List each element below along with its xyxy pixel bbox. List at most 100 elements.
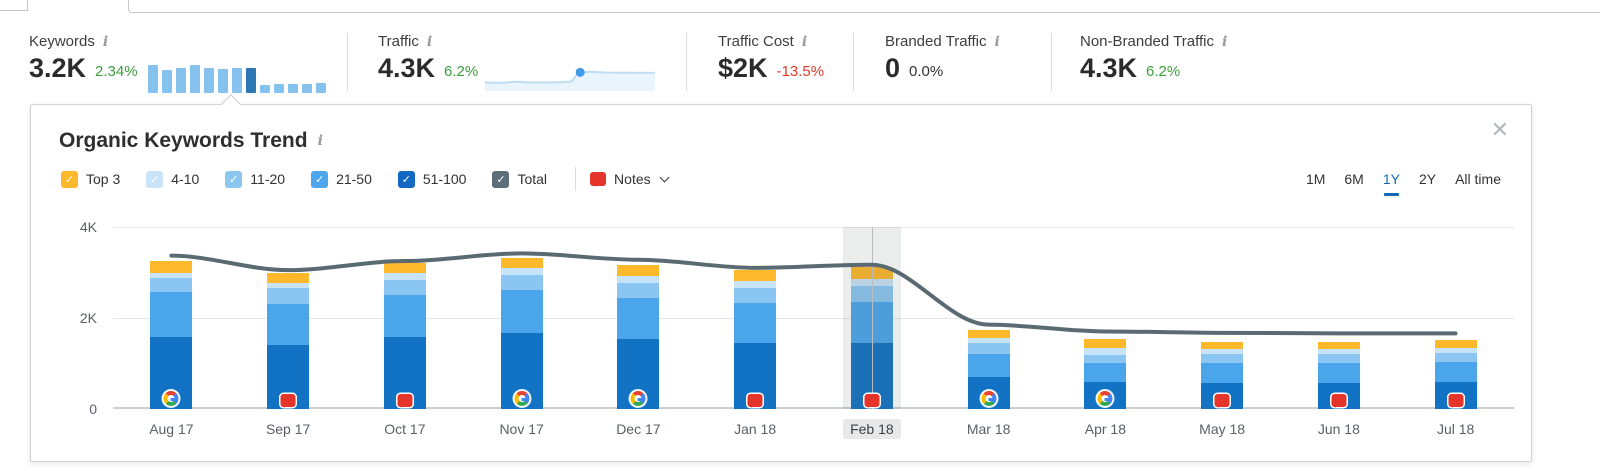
bar-slot-jun-18[interactable] bbox=[1281, 227, 1398, 409]
keywords-sparkline-bar[interactable] bbox=[232, 68, 242, 93]
metric-branded-traffic[interactable]: Branded Traffic i 0 0.0% bbox=[885, 33, 1000, 82]
bar-segment-4-10[interactable] bbox=[1434, 347, 1477, 354]
metric-traffic-cost[interactable]: Traffic Cost i $2K -13.5% bbox=[718, 33, 824, 82]
google-icon[interactable] bbox=[513, 390, 531, 407]
bar-segment-4-10[interactable] bbox=[1084, 348, 1127, 355]
bar-slot-jan-18[interactable] bbox=[697, 227, 814, 409]
metric-keywords[interactable]: Keywords i 3.2K 2.34% bbox=[29, 33, 138, 82]
bar-segment-21-50[interactable] bbox=[1434, 362, 1477, 382]
marker[interactable] bbox=[513, 390, 531, 407]
marker[interactable] bbox=[1448, 394, 1464, 408]
bar-segment-21-50[interactable] bbox=[267, 304, 310, 346]
bar-segment-top-3[interactable] bbox=[1317, 342, 1360, 349]
bar-segment-11-20[interactable] bbox=[1084, 354, 1127, 364]
checkbox-4-10[interactable]: ✓ bbox=[146, 170, 164, 188]
bar-segment-21-50[interactable] bbox=[1084, 363, 1127, 383]
marker[interactable] bbox=[747, 394, 763, 408]
bar-segment-11-20[interactable] bbox=[967, 343, 1010, 355]
keywords-sparkline-bar[interactable] bbox=[274, 84, 284, 93]
legend-item-top3[interactable]: ✓ Top 3 bbox=[61, 170, 120, 188]
bar-segment-21-50[interactable] bbox=[500, 289, 543, 334]
bar-segment-4-10[interactable] bbox=[1201, 348, 1244, 354]
checkbox-21-50[interactable]: ✓ bbox=[311, 170, 329, 188]
bar-segment-11-20[interactable] bbox=[267, 288, 310, 305]
bar-segment-21-50[interactable] bbox=[617, 297, 660, 339]
info-icon[interactable]: i bbox=[317, 133, 323, 149]
bar-slot-jul-18[interactable] bbox=[1397, 227, 1514, 409]
bar-segment-4-10[interactable] bbox=[617, 275, 660, 283]
notes-button[interactable]: Notes bbox=[590, 171, 670, 187]
marker[interactable] bbox=[1096, 390, 1114, 407]
legend-item-51-100[interactable]: ✓ 51-100 bbox=[397, 170, 466, 188]
marker[interactable] bbox=[1331, 394, 1347, 408]
google-icon[interactable] bbox=[980, 390, 998, 407]
bar-segment-top-3[interactable] bbox=[383, 262, 426, 274]
keywords-sparkline-bar[interactable] bbox=[288, 84, 298, 93]
bar-stack[interactable] bbox=[1084, 338, 1127, 409]
bar-slot-sep-17[interactable] bbox=[230, 227, 347, 409]
note-icon[interactable] bbox=[1331, 394, 1347, 408]
close-icon[interactable]: ✕ bbox=[1490, 117, 1509, 142]
keywords-sparkline-bar[interactable] bbox=[246, 68, 256, 93]
bar-segment-21-50[interactable] bbox=[150, 291, 193, 338]
checkbox-total[interactable]: ✓ bbox=[492, 170, 510, 188]
bar-segment-top-3[interactable] bbox=[967, 330, 1010, 338]
info-icon[interactable]: i bbox=[1221, 33, 1228, 50]
note-icon[interactable] bbox=[1214, 394, 1230, 408]
marker[interactable] bbox=[280, 394, 296, 408]
metric-non-branded-traffic[interactable]: Non-Branded Traffic i 4.3K 6.2% bbox=[1080, 33, 1227, 82]
marker[interactable] bbox=[1214, 394, 1230, 408]
keywords-sparkline[interactable] bbox=[148, 65, 326, 93]
bar-segment-top-3[interactable] bbox=[1434, 339, 1477, 348]
info-icon[interactable]: i bbox=[102, 33, 109, 50]
bar-slot-dec-17[interactable] bbox=[580, 227, 697, 409]
info-icon[interactable]: i bbox=[426, 33, 433, 50]
bar-segment-11-20[interactable] bbox=[383, 280, 426, 296]
bar-segment-top-3[interactable] bbox=[150, 260, 193, 273]
keywords-sparkline-bar[interactable] bbox=[176, 68, 186, 93]
info-icon[interactable]: i bbox=[994, 33, 1000, 50]
keywords-sparkline-bar[interactable] bbox=[260, 85, 270, 93]
bar-segment-11-20[interactable] bbox=[500, 274, 543, 290]
range-2y[interactable]: 2Y bbox=[1418, 171, 1437, 187]
legend-item-11-20[interactable]: ✓ 11-20 bbox=[225, 170, 285, 188]
metric-traffic[interactable]: Traffic i 4.3K 6.2% bbox=[378, 33, 478, 82]
bar-slot-mar-18[interactable] bbox=[930, 227, 1047, 409]
bar-segment-top-3[interactable] bbox=[1201, 342, 1244, 349]
keywords-sparkline-bar[interactable] bbox=[316, 83, 326, 93]
legend-item-total[interactable]: ✓ Total bbox=[492, 170, 547, 188]
bar-segment-4-10[interactable] bbox=[734, 281, 777, 288]
bar-segment-21-50[interactable] bbox=[967, 354, 1010, 378]
bar-segment-top-3[interactable] bbox=[617, 264, 660, 276]
checkbox-top3[interactable]: ✓ bbox=[61, 170, 78, 188]
bar-slot-apr-18[interactable] bbox=[1047, 227, 1164, 409]
keywords-sparkline-bar[interactable] bbox=[204, 68, 214, 93]
legend-item-4-10[interactable]: ✓ 4-10 bbox=[146, 170, 199, 188]
marker[interactable] bbox=[397, 394, 413, 408]
bar-stack[interactable] bbox=[383, 262, 426, 410]
bar-segment-top-3[interactable] bbox=[500, 257, 543, 269]
marker[interactable] bbox=[864, 394, 880, 408]
bar-segment-11-20[interactable] bbox=[617, 282, 660, 298]
bar-segment-11-20[interactable] bbox=[150, 278, 193, 292]
bar-segment-11-20[interactable] bbox=[734, 287, 777, 303]
bar-segment-4-10[interactable] bbox=[383, 273, 426, 281]
bar-segment-top-3[interactable] bbox=[267, 272, 310, 283]
google-icon[interactable] bbox=[1096, 390, 1114, 407]
bar-slot-feb-18[interactable] bbox=[814, 227, 931, 409]
range-all-time[interactable]: All time bbox=[1455, 171, 1501, 187]
marker[interactable] bbox=[980, 390, 998, 407]
range-6m[interactable]: 6M bbox=[1344, 171, 1364, 187]
keywords-sparkline-bar[interactable] bbox=[218, 69, 228, 93]
bar-segment-21-50[interactable] bbox=[383, 295, 426, 338]
range-1y[interactable]: 1Y bbox=[1382, 171, 1400, 196]
bar-slot-aug-17[interactable] bbox=[113, 227, 230, 409]
note-icon[interactable] bbox=[747, 394, 763, 408]
bar-segment-top-3[interactable] bbox=[1084, 338, 1127, 349]
bar-slot-oct-17[interactable] bbox=[347, 227, 464, 410]
bar-segment-11-20[interactable] bbox=[1434, 353, 1477, 363]
bar-segment-21-50[interactable] bbox=[1201, 362, 1244, 384]
legend-item-21-50[interactable]: ✓ 21-50 bbox=[311, 170, 372, 188]
bar-segment-11-20[interactable] bbox=[1317, 353, 1360, 363]
keywords-sparkline-bar[interactable] bbox=[190, 65, 200, 93]
